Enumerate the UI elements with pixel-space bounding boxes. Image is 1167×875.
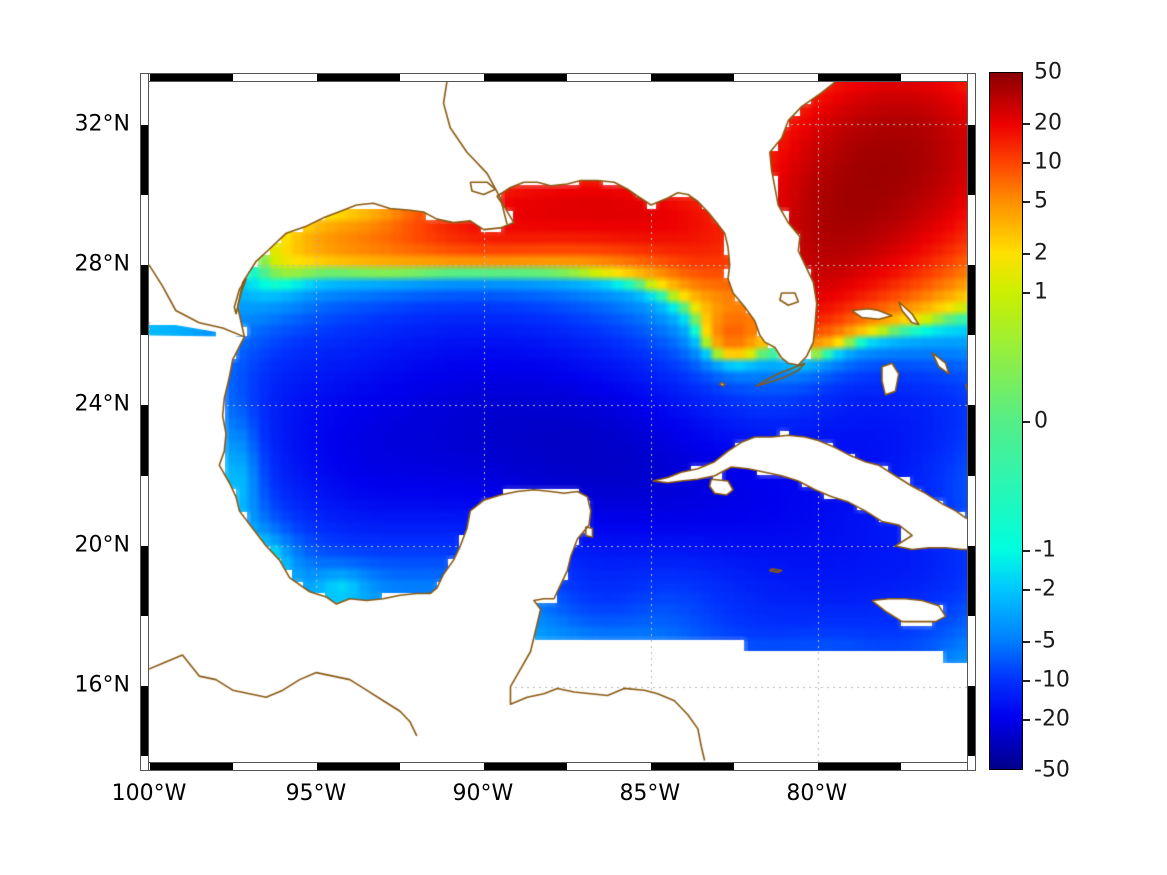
- lat-tick-label-4: 16°N: [74, 672, 130, 698]
- map-frame: [140, 73, 976, 771]
- lat-tick-label-1: 28°N: [74, 251, 130, 277]
- map-border-top: [140, 73, 976, 82]
- map-border-left: [140, 73, 149, 771]
- colorbar-tick-label-3: 5: [1034, 188, 1048, 214]
- colorbar-tick-3: [1023, 201, 1030, 204]
- colorbar-tick-6: [1023, 421, 1030, 423]
- lon-tick-label-2: 90°W: [452, 781, 514, 806]
- colorbar: 50 20 10 5 2 1 0 -1 -2 -5 -10 -20 -50: [989, 60, 1070, 783]
- colorbar-tick-11: [1023, 718, 1030, 721]
- map-border-bottom: [140, 762, 976, 771]
- colorbar-tick-8: [1023, 589, 1030, 592]
- lat-tick-label-3: 20°N: [74, 532, 130, 558]
- colorbar-tick-9: [1023, 640, 1030, 643]
- colorbar-tick-label-0: 50: [1034, 59, 1062, 85]
- colorbar-tick-label-11: -20: [1034, 706, 1070, 732]
- colorbar-tick-label-12: -50: [1034, 757, 1070, 783]
- lon-tick-label-4: 80°W: [786, 781, 848, 806]
- colorbar-tick-label-9: -5: [1034, 628, 1056, 654]
- colorbar-gradient: [989, 72, 1023, 770]
- colorbar-tick-4: [1023, 252, 1030, 255]
- lon-tick-label-3: 85°W: [619, 781, 681, 806]
- lon-tick-label-0: 100°W: [111, 781, 187, 806]
- colorbar-tick-label-6: 0: [1034, 408, 1048, 434]
- colorbar-tick-label-10: -10: [1034, 667, 1070, 693]
- colorbar-tick-2: [1023, 162, 1030, 165]
- colorbar-tick-label-4: 2: [1034, 240, 1048, 266]
- colorbar-tick-label-1: 20: [1034, 110, 1062, 136]
- colorbar-tick-label-8: -2: [1034, 576, 1056, 602]
- colorbar-tick-label-5: 1: [1034, 279, 1048, 305]
- colorbar-tick-label-7: -1: [1034, 537, 1056, 563]
- map-data-layer: [149, 82, 967, 762]
- map-plot-area: [148, 81, 968, 763]
- colorbar-tick-1: [1023, 123, 1030, 126]
- lat-tick-label-2: 24°N: [74, 391, 130, 417]
- colorbar-tick-5: [1023, 291, 1030, 294]
- map-border-right: [967, 73, 976, 771]
- colorbar-tick-10: [1023, 679, 1030, 682]
- lon-tick-label-1: 95°W: [285, 781, 347, 806]
- colorbar-tick-7: [1023, 550, 1030, 553]
- lat-tick-label-0: 32°N: [74, 111, 130, 137]
- colorbar-tick-label-2: 10: [1034, 149, 1062, 175]
